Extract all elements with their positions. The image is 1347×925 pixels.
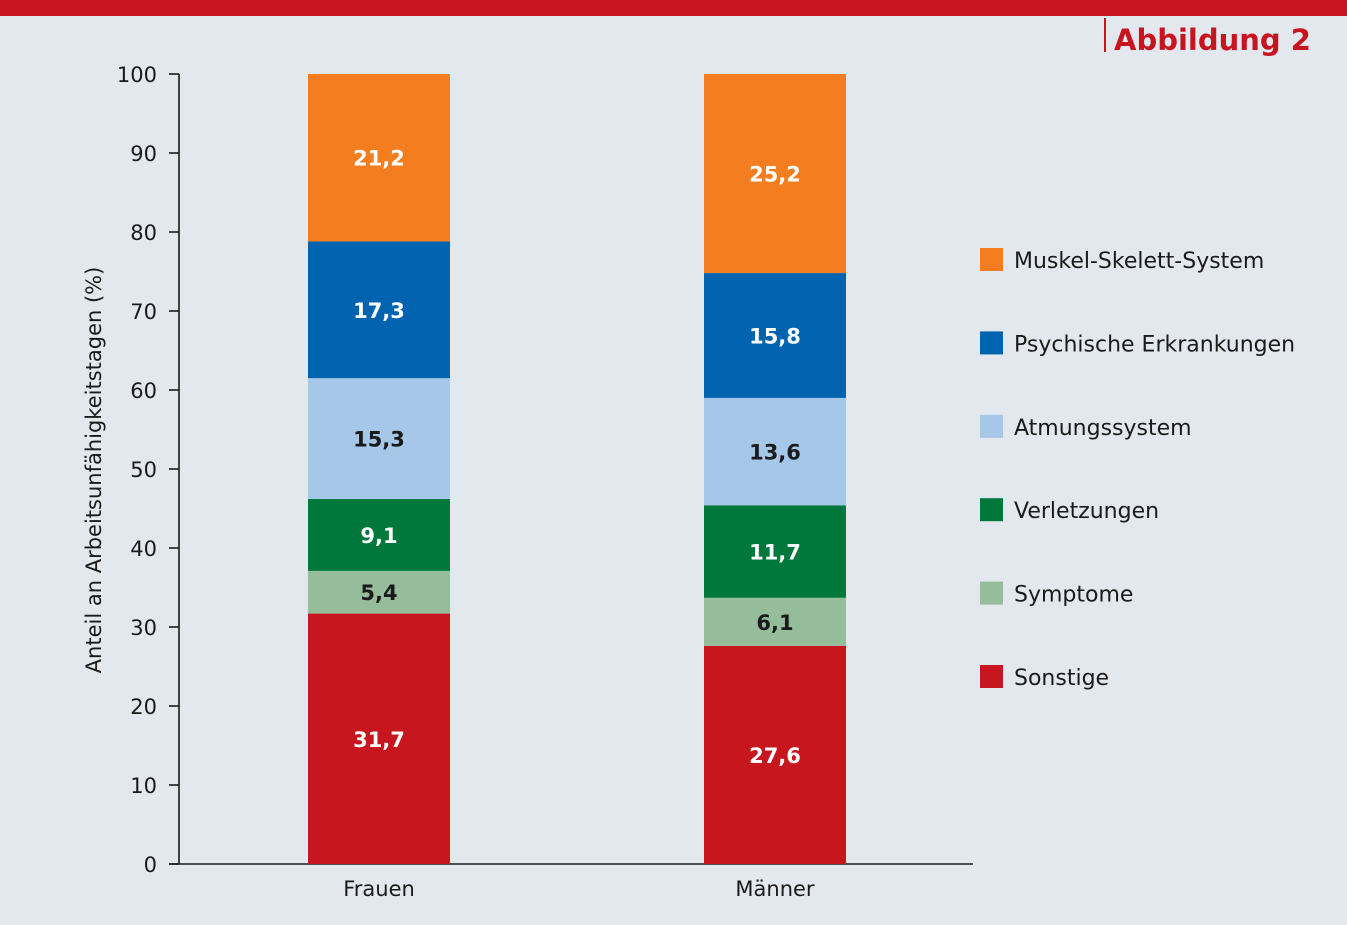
x-tick-label-maenner: Männer (735, 877, 815, 901)
legend-swatch-muskel-skelett-system (980, 248, 1003, 271)
y-tick-label-50: 50 (130, 458, 157, 482)
legend-swatch-psychische-erkrankungen (980, 331, 1003, 355)
data-label-frauen-muskel-skelett-system: 21,2 (353, 147, 405, 171)
figure-label-divider (1104, 18, 1106, 52)
data-label-maenner-muskel-skelett-system: 25,2 (749, 163, 801, 187)
bar-segment-maenner-atmungssystem (704, 397, 846, 506)
data-label-maenner-sonstige: 27,6 (749, 744, 801, 768)
y-tick-label-0: 0 (144, 853, 157, 877)
y-tick-label-90: 90 (130, 142, 157, 166)
y-tick-label-60: 60 (130, 379, 157, 403)
data-label-maenner-symptome: 6,1 (756, 611, 793, 635)
legend-swatch-symptome (980, 581, 1003, 605)
data-label-frauen-psychische-erkrankungen: 17,3 (353, 299, 405, 323)
data-label-maenner-psychische-erkrankungen: 15,8 (749, 324, 801, 348)
bar-segment-frauen-muskel-skelett-system (308, 74, 450, 242)
y-tick-label-20: 20 (130, 695, 157, 719)
bar-segment-maenner-psychische-erkrankungen (704, 273, 846, 398)
legend-swatch-sonstige (980, 665, 1003, 688)
bar-segment-maenner-muskel-skelett-system (704, 74, 846, 274)
legend-swatch-atmungssystem (980, 414, 1003, 438)
figure-label: Abbildung 2 (1114, 23, 1311, 57)
bar-segment-frauen-atmungssystem (308, 378, 450, 500)
chart-axes: 0 10 20 30 40 50 60 70 80 90 100 Anteil an Arbeitsu… (82, 63, 973, 901)
y-tick-label-70: 70 (130, 300, 157, 324)
chart-bars: 31,7 5,4 9,1 15,3 17,3 21,2 27,6 6,1 11,7 13,6 15,… (308, 74, 846, 864)
legend-label-muskel-skelett-system: Muskel-Skelett-System (1014, 249, 1264, 274)
data-label-frauen-verletzungen: 9,1 (360, 524, 397, 548)
bar-segment-frauen-verletzungen (308, 499, 450, 571)
bar-segment-maenner-sonstige (704, 645, 846, 864)
bar-segment-frauen-sonstige (308, 613, 450, 864)
legend-label-psychische-erkrankungen: Psychische Erkrankungen (1014, 332, 1295, 357)
legend-swatch-verletzungen (980, 498, 1003, 522)
chart-legend: Muskel-Skelett-System Psychische Erkranku… (980, 248, 1295, 691)
data-label-maenner-atmungssystem: 13,6 (749, 441, 801, 465)
legend-label-verletzungen: Verletzungen (1014, 499, 1159, 524)
data-label-frauen-atmungssystem: 15,3 (353, 428, 405, 452)
legend-label-symptome: Symptome (1014, 583, 1133, 608)
bar-segment-maenner-symptome (704, 597, 846, 646)
y-tick-label-100: 100 (117, 63, 157, 87)
bar-segment-maenner-verletzungen (704, 505, 846, 598)
bar-segment-frauen-psychische-erkrankungen (308, 241, 450, 379)
y-tick-label-40: 40 (130, 537, 157, 561)
y-tick-label-80: 80 (130, 221, 157, 245)
bar-segment-frauen-symptome (308, 570, 450, 614)
data-label-frauen-sonstige: 31,7 (353, 728, 405, 752)
legend-label-sonstige: Sonstige (1014, 666, 1109, 691)
y-tick-label-30: 30 (130, 616, 157, 640)
data-label-frauen-symptome: 5,4 (360, 581, 397, 605)
y-tick-label-10: 10 (130, 774, 157, 798)
legend-label-atmungssystem: Atmungssystem (1014, 416, 1192, 441)
x-tick-label-frauen: Frauen (343, 877, 415, 901)
top-accent-bar (0, 0, 1347, 16)
data-label-maenner-verletzungen: 11,7 (749, 541, 801, 565)
y-axis-label: Anteil an Arbeitsunfähigkeitstagen (%) (82, 267, 106, 674)
